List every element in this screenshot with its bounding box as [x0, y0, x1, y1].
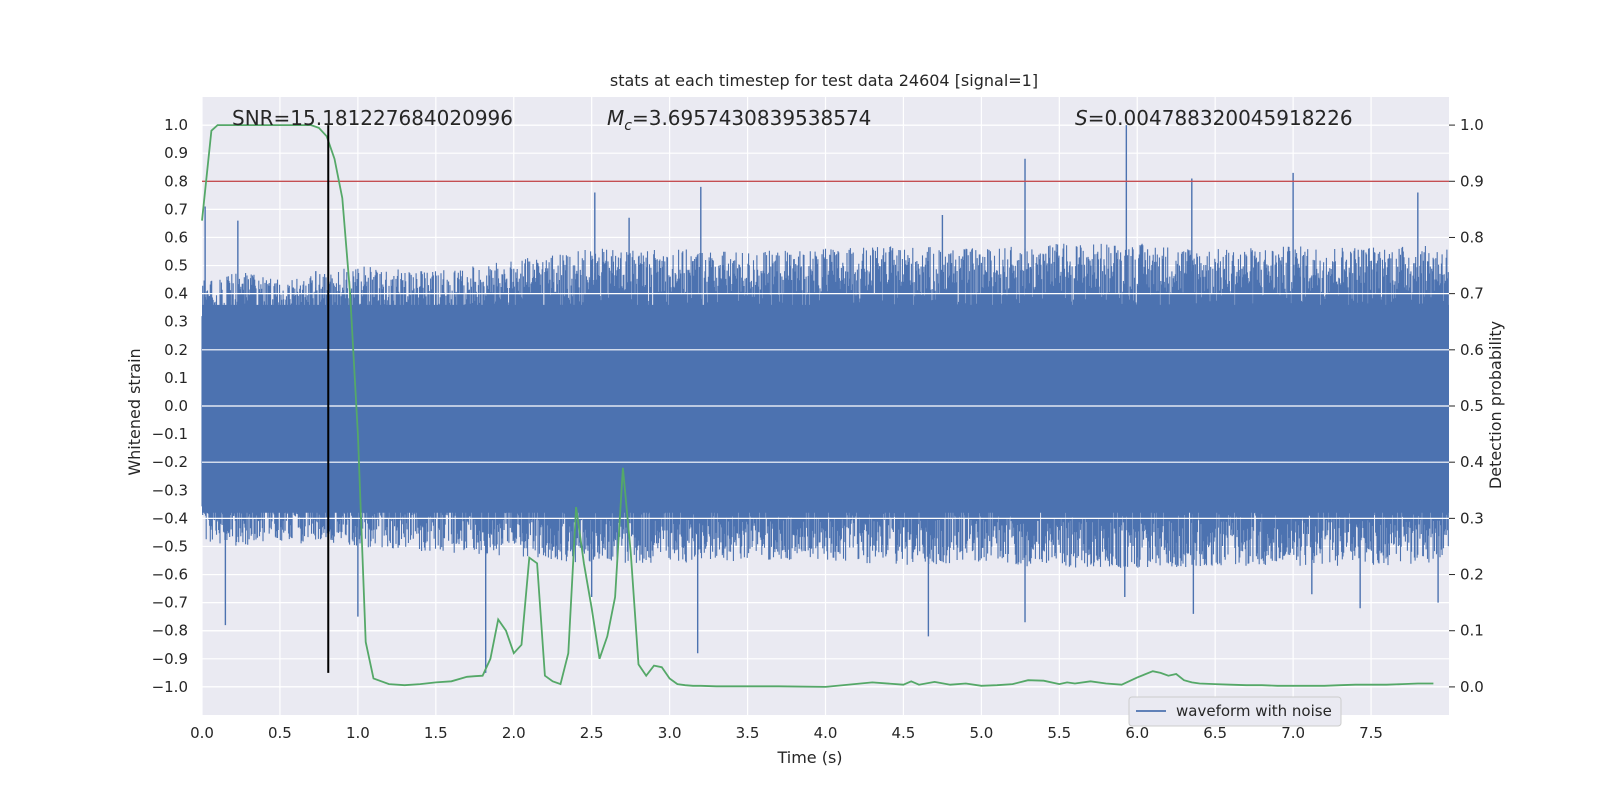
- x-tick-label: 1.0: [346, 724, 370, 742]
- x-tick-label: 3.5: [736, 724, 760, 742]
- chirp-mass-subscript: c: [624, 118, 632, 134]
- s-value: =0.004788320045918226: [1088, 106, 1353, 130]
- x-tick-label: 0.0: [190, 724, 214, 742]
- axis-ticks: 0.0 0.5 1.0 1.5 2.0 2.5 3.0 3.5 4.0 4.5 5.0 5.5 6.0 6…: [152, 116, 1484, 742]
- y-tick-label-left: 0.1: [164, 369, 188, 387]
- x-tick-label: 5.0: [969, 724, 993, 742]
- y-tick-label-left: 0.5: [164, 257, 188, 275]
- y-axis-label-right: Detection probability: [1486, 321, 1505, 489]
- x-tick-label: 6.0: [1125, 724, 1149, 742]
- waveform-series: [201, 125, 1449, 673]
- y-tick-label-right: 0.8: [1460, 228, 1484, 246]
- y-tick-label-left: −0.4: [152, 509, 188, 527]
- chirp-mass-annotation: Mc=3.6957430839538574: [607, 106, 871, 134]
- y-tick-label-right: 0.5: [1460, 397, 1484, 415]
- y-tick-label-left: 0.3: [164, 313, 188, 331]
- y-tick-label-right: 0.6: [1460, 341, 1484, 359]
- x-tick-label: 5.5: [1047, 724, 1071, 742]
- y-tick-label-right: 0.9: [1460, 172, 1484, 190]
- x-tick-label: 4.0: [814, 724, 838, 742]
- y-tick-label-left: −0.1: [152, 425, 188, 443]
- legend-box: [1128, 696, 1342, 727]
- y-tick-label-left: 0.7: [164, 200, 188, 218]
- overlay-lines: [201, 124, 1449, 688]
- y-tick-label-right: 0.4: [1460, 453, 1484, 471]
- chirp-mass-symbol: M: [607, 106, 624, 130]
- x-axis-label: Time (s): [776, 748, 842, 767]
- y-tick-label-left: −0.6: [152, 566, 188, 584]
- x-tick-label: 0.5: [268, 724, 292, 742]
- chirp-mass-value: =3.6957430839538574: [632, 106, 871, 130]
- x-tick-label: 7.5: [1359, 724, 1383, 742]
- snr-annotation: SNR=15.181227684020996: [232, 106, 513, 130]
- y-tick-label-left: −0.7: [152, 594, 188, 612]
- x-tick-label: 4.5: [892, 724, 916, 742]
- x-tick-label: 2.5: [580, 724, 604, 742]
- y-tick-label-left: −0.5: [152, 537, 188, 555]
- x-tick-label: 6.5: [1203, 724, 1227, 742]
- detection-probability-line: [201, 124, 1434, 688]
- y-axis-label-left: Whitened strain: [125, 348, 144, 475]
- y-tick-label-left: 0.6: [164, 228, 188, 246]
- y-tick-label-left: 0.9: [164, 144, 188, 162]
- y-tick-label-right: 0.3: [1460, 509, 1484, 527]
- y-tick-label-left: −0.9: [152, 650, 188, 668]
- y-tick-label-right: 0.1: [1460, 622, 1484, 640]
- s-annotation: S=0.004788320045918226: [1075, 106, 1353, 130]
- y-tick-label-left: −0.2: [152, 453, 188, 471]
- legend-label: waveform with noise: [1176, 702, 1332, 720]
- y-tick-label-left: 0.8: [164, 172, 188, 190]
- waveform-core: [202, 304, 1449, 513]
- chart-title: stats at each timestep for test data 246…: [610, 71, 1038, 90]
- y-tick-label-left: −0.3: [152, 481, 188, 499]
- legend: waveform with noise: [1128, 696, 1342, 727]
- x-tick-label: 3.0: [658, 724, 682, 742]
- y-tick-label-right: 0.2: [1460, 566, 1484, 584]
- s-symbol: S: [1075, 106, 1088, 130]
- x-tick-label: 2.0: [502, 724, 526, 742]
- x-tick-label: 7.0: [1281, 724, 1305, 742]
- x-tick-label: 1.5: [424, 724, 448, 742]
- y-tick-label-left: 0.0: [164, 397, 188, 415]
- y-tick-label-right: 0.7: [1460, 285, 1484, 303]
- y-tick-label-left: −1.0: [152, 678, 188, 696]
- y-tick-label-left: 0.4: [164, 285, 188, 303]
- y-tick-label-left: 0.2: [164, 341, 188, 359]
- y-tick-label-right: 1.0: [1460, 116, 1484, 134]
- y-tick-label-right: 0.0: [1460, 678, 1484, 696]
- y-tick-label-left: 1.0: [164, 116, 188, 134]
- y-tick-label-left: −0.8: [152, 622, 188, 640]
